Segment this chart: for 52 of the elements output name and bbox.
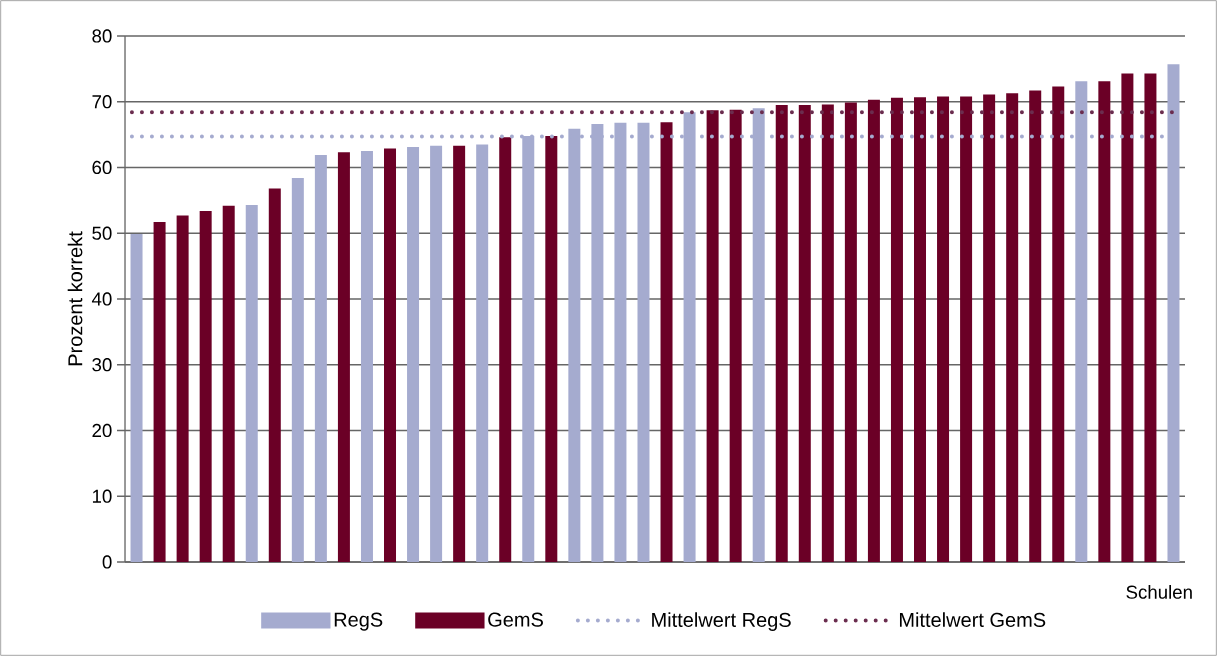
bar [867,99,880,562]
bar [775,105,788,562]
bar [1121,73,1134,562]
bar [130,233,143,562]
bar [729,109,742,562]
y-axis-title: Prozent korrekt [67,231,83,366]
bar [1098,81,1111,562]
bar [291,178,304,562]
bar [1029,90,1042,562]
y-tick-label: 20 [92,423,112,438]
bar [1144,73,1157,562]
bar [384,148,397,562]
bar [430,145,443,562]
legend-label: Mittelwert GemS [899,612,1046,627]
bar [176,215,189,562]
bar [407,147,420,562]
y-tick-label: 50 [92,226,112,240]
bar [153,222,166,562]
bar [314,155,327,562]
bar [706,110,719,562]
bar [937,96,950,562]
bar [360,151,373,562]
bar [983,94,996,562]
bar [1006,93,1019,562]
y-tick-label: 30 [92,358,112,372]
bar [453,145,466,562]
bar [199,210,212,562]
bar [821,104,834,562]
bar [476,144,489,562]
legend-label: Mittelwert RegS [652,612,791,631]
legend-label: RegS [334,612,383,631]
bar [545,135,558,562]
y-tick-label: 10 [92,489,112,503]
y-tick-label: 70 [92,95,112,109]
bar [660,122,673,562]
bar [914,97,927,562]
bar [337,152,350,562]
bar [245,204,258,562]
x-axis-title: Schulen [1126,585,1192,599]
bar [960,96,973,562]
bar [1052,86,1065,562]
bar [844,102,857,562]
bar [798,105,811,562]
y-tick-label: 80 [92,29,112,43]
y-tick-label: 40 [91,292,112,306]
bar [222,205,235,562]
legend-label: GemS [488,612,543,627]
y-tick-label: 0 [102,555,112,569]
bar [890,97,903,562]
y-tick-label: 60 [92,160,112,175]
bar [499,137,512,562]
bar [268,188,281,562]
